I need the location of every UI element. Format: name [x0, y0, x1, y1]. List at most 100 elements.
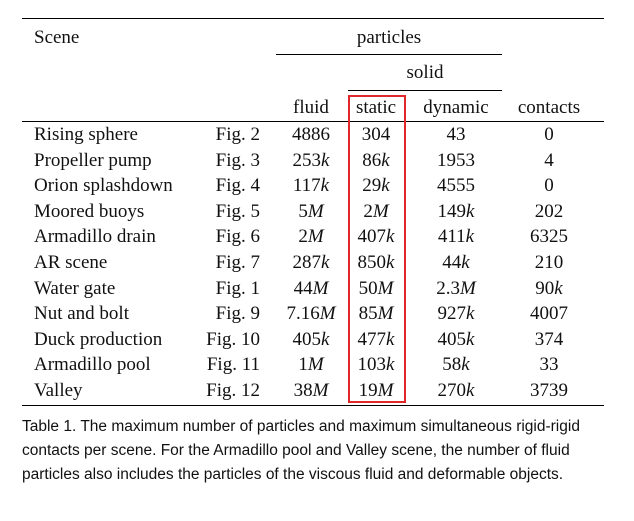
unit-suffix: k — [386, 252, 395, 273]
scene-name: Duck production — [34, 328, 163, 350]
unit-suffix: k — [386, 354, 395, 376]
figure-ref: Fig. 1 — [215, 277, 260, 299]
figure-ref: Fig. 7 — [215, 252, 260, 273]
figure-ref: Fig. 12 — [206, 380, 260, 401]
static-cell: 407k — [357, 226, 395, 248]
scene-name: Moored buoys — [34, 200, 145, 222]
scene-name: Valley — [34, 380, 83, 401]
unit-suffix: k — [466, 200, 475, 222]
unit-suffix: k — [321, 252, 330, 273]
header-solid: solid — [406, 62, 444, 83]
unit-suffix: M — [377, 277, 394, 299]
fluid-cell: 5M — [298, 200, 324, 222]
unit-suffix: M — [377, 380, 394, 401]
unit-suffix: M — [372, 200, 389, 222]
scene-name: Propeller pump — [34, 149, 152, 171]
contacts-cell: 33 — [539, 354, 559, 376]
scene-name: Armadillo drain — [34, 226, 156, 248]
top-rule — [22, 18, 604, 19]
dynamic-cell: 405k — [437, 328, 475, 350]
table-caption: Table 1. The maximum number of particles… — [22, 418, 580, 483]
fluid-cell: 1M — [298, 354, 324, 376]
static-column-highlight — [348, 95, 406, 403]
figure-ref: Fig. 4 — [215, 175, 260, 197]
static-cell: 29k — [362, 175, 390, 197]
static-cell: 86k — [362, 149, 390, 171]
contacts-cell: 0 — [544, 124, 554, 145]
figure-ref: Fig. 6 — [215, 226, 260, 248]
unit-suffix: M — [319, 303, 336, 325]
unit-suffix: k — [320, 175, 330, 197]
unit-suffix: k — [466, 380, 475, 401]
dynamic-cell: 2.3M — [436, 277, 476, 299]
static-cell: 85M — [358, 303, 394, 325]
static-cell: 50M — [358, 277, 394, 299]
header-contacts: contacts — [517, 97, 581, 118]
dynamic-cell: 149k — [437, 200, 475, 222]
fluid-cell: 7.16M — [286, 303, 336, 325]
figure-ref: Fig. 5 — [215, 200, 260, 222]
fluid-cell: 253k — [292, 149, 330, 171]
unit-suffix: k — [386, 328, 395, 350]
static-cell: 304 — [361, 124, 391, 145]
unit-suffix: M — [307, 354, 324, 376]
unit-suffix: k — [461, 354, 470, 376]
fluid-cell: 287k — [292, 252, 330, 273]
fluid-cell: 44M — [293, 277, 329, 299]
solid-rule — [348, 90, 502, 91]
unit-suffix: k — [381, 175, 390, 197]
scene-name: Orion splashdown — [34, 175, 173, 197]
header-dynamic: dynamic — [423, 97, 489, 118]
unit-suffix: M — [312, 380, 329, 401]
dynamic-cell: 270k — [437, 380, 475, 401]
contacts-cell: 4 — [544, 149, 554, 171]
unit-suffix: M — [307, 200, 324, 222]
unit-suffix: k — [466, 328, 475, 350]
unit-suffix: k — [465, 226, 475, 248]
unit-suffix: k — [321, 149, 330, 171]
header-static: static — [355, 97, 397, 118]
contacts-cell: 202 — [534, 200, 564, 222]
fluid-cell: 4886 — [292, 124, 330, 145]
dynamic-cell: 411k — [437, 226, 475, 248]
contacts-cell: 3739 — [530, 380, 568, 401]
unit-suffix: M — [312, 277, 329, 299]
header-scene: Scene — [34, 27, 80, 48]
unit-suffix: k — [466, 303, 475, 325]
unit-suffix: M — [459, 277, 476, 299]
unit-suffix: k — [461, 252, 470, 273]
header-particles: particles — [356, 27, 422, 48]
bottom-rule — [22, 405, 604, 406]
scene-name: AR scene — [34, 252, 108, 273]
fluid-cell: 117k — [292, 175, 330, 197]
fluid-cell: 405k — [292, 328, 330, 350]
particles-rule — [276, 54, 502, 55]
unit-suffix: k — [381, 149, 390, 171]
header-fluid: fluid — [293, 97, 329, 118]
scene-name: Nut and bolt — [34, 303, 129, 325]
dynamic-cell: 4555 — [437, 175, 475, 197]
static-cell: 19M — [358, 380, 394, 401]
contacts-cell: 90k — [535, 277, 563, 299]
scene-name: Armadillo pool — [34, 354, 151, 376]
static-cell: 2M — [363, 200, 389, 222]
dynamic-cell: 927k — [437, 303, 475, 325]
figure-ref: Fig. 11 — [206, 354, 260, 376]
figure-ref: Fig. 3 — [215, 149, 260, 171]
contacts-cell: 210 — [534, 252, 564, 273]
figure-ref: Fig. 10 — [206, 328, 260, 350]
unit-suffix: k — [554, 277, 563, 299]
dynamic-cell: 44k — [442, 252, 470, 273]
unit-suffix: k — [386, 226, 395, 248]
static-cell: 477k — [357, 328, 395, 350]
contacts-cell: 0 — [544, 175, 554, 197]
scene-name: Rising sphere — [34, 124, 138, 145]
scene-name: Water gate — [34, 277, 116, 299]
dynamic-cell: 43 — [446, 124, 466, 145]
dynamic-cell: 1953 — [437, 149, 475, 171]
fluid-cell: 2M — [298, 226, 324, 248]
static-cell: 850k — [357, 252, 395, 273]
contacts-cell: 374 — [534, 328, 564, 350]
contacts-cell: 6325 — [530, 226, 568, 248]
